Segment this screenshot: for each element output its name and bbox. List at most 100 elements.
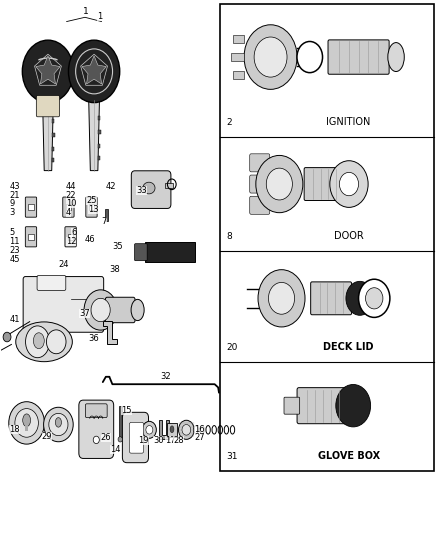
Text: 42: 42 — [106, 182, 117, 191]
FancyBboxPatch shape — [65, 227, 76, 247]
Bar — [52, 158, 54, 162]
Bar — [52, 133, 55, 138]
Bar — [52, 119, 54, 123]
Text: 1: 1 — [97, 12, 102, 21]
Text: 32: 32 — [160, 372, 171, 381]
Bar — [68, 233, 73, 240]
Text: IGNITION: IGNITION — [326, 117, 371, 127]
Bar — [25, 424, 28, 431]
Bar — [98, 156, 100, 160]
Text: 43: 43 — [9, 182, 20, 191]
Text: 33: 33 — [136, 185, 147, 195]
Text: 3: 3 — [9, 208, 14, 217]
Circle shape — [244, 25, 297, 90]
Text: 18: 18 — [9, 425, 20, 434]
Circle shape — [346, 281, 374, 316]
Bar — [28, 204, 34, 211]
Circle shape — [22, 40, 74, 103]
Bar — [233, 71, 244, 79]
Ellipse shape — [16, 322, 72, 362]
Text: 36: 36 — [88, 334, 99, 343]
Text: DOOR: DOOR — [334, 231, 364, 241]
Bar — [89, 204, 94, 211]
FancyBboxPatch shape — [101, 303, 115, 320]
Circle shape — [142, 421, 156, 438]
Circle shape — [93, 436, 99, 443]
Text: 25: 25 — [86, 196, 97, 205]
Circle shape — [258, 270, 305, 327]
Text: 44: 44 — [66, 182, 76, 191]
FancyBboxPatch shape — [297, 387, 349, 424]
Circle shape — [256, 156, 303, 213]
Circle shape — [118, 437, 122, 442]
Text: 26: 26 — [101, 433, 111, 442]
Polygon shape — [82, 56, 106, 84]
Ellipse shape — [170, 426, 174, 433]
Text: 15: 15 — [121, 406, 131, 415]
Ellipse shape — [46, 330, 66, 354]
Polygon shape — [89, 100, 99, 171]
FancyBboxPatch shape — [85, 404, 107, 418]
Circle shape — [146, 425, 153, 434]
Ellipse shape — [25, 326, 49, 358]
Bar — [66, 204, 71, 211]
Circle shape — [3, 332, 11, 342]
Circle shape — [366, 288, 383, 309]
Circle shape — [76, 49, 113, 94]
FancyBboxPatch shape — [145, 242, 195, 262]
Ellipse shape — [388, 43, 404, 71]
Circle shape — [297, 42, 322, 72]
Ellipse shape — [9, 402, 45, 444]
FancyBboxPatch shape — [304, 167, 345, 200]
Ellipse shape — [15, 409, 39, 437]
Circle shape — [84, 290, 117, 330]
Circle shape — [254, 37, 287, 77]
Ellipse shape — [55, 418, 61, 427]
Text: 4: 4 — [66, 208, 71, 217]
FancyBboxPatch shape — [129, 422, 144, 453]
FancyBboxPatch shape — [37, 276, 66, 290]
FancyBboxPatch shape — [25, 227, 37, 247]
Bar — [98, 144, 100, 148]
Text: 35: 35 — [113, 243, 123, 252]
Bar — [98, 116, 100, 120]
FancyBboxPatch shape — [284, 397, 300, 414]
Polygon shape — [42, 100, 53, 171]
Text: 45: 45 — [9, 255, 20, 264]
Circle shape — [268, 282, 295, 314]
Text: 20: 20 — [226, 343, 238, 352]
FancyBboxPatch shape — [134, 244, 147, 261]
FancyBboxPatch shape — [106, 297, 135, 322]
FancyBboxPatch shape — [122, 413, 148, 463]
FancyBboxPatch shape — [131, 171, 171, 208]
Text: GLOVE BOX: GLOVE BOX — [318, 451, 380, 461]
Bar — [119, 406, 122, 438]
Ellipse shape — [143, 182, 155, 194]
Text: 12: 12 — [66, 237, 76, 246]
Text: 10: 10 — [66, 199, 76, 208]
Text: 2: 2 — [226, 118, 232, 127]
Bar — [165, 183, 173, 188]
Text: 19: 19 — [138, 436, 149, 445]
Circle shape — [182, 424, 191, 435]
Bar — [98, 130, 101, 134]
Text: 27: 27 — [194, 433, 205, 442]
Circle shape — [359, 279, 390, 317]
Text: 23: 23 — [9, 246, 20, 255]
Ellipse shape — [23, 414, 31, 426]
Bar — [220, 4, 434, 471]
Circle shape — [266, 168, 293, 200]
FancyBboxPatch shape — [250, 154, 270, 172]
FancyBboxPatch shape — [23, 277, 104, 332]
Text: 9: 9 — [9, 199, 14, 208]
Text: 14: 14 — [110, 445, 121, 454]
Circle shape — [330, 161, 368, 207]
Text: 22: 22 — [66, 191, 76, 200]
Text: 17: 17 — [165, 436, 175, 445]
Ellipse shape — [44, 407, 73, 442]
Polygon shape — [36, 56, 60, 84]
Bar — [167, 423, 177, 437]
Circle shape — [179, 420, 194, 439]
FancyBboxPatch shape — [86, 197, 97, 217]
Text: 16: 16 — [194, 425, 205, 434]
